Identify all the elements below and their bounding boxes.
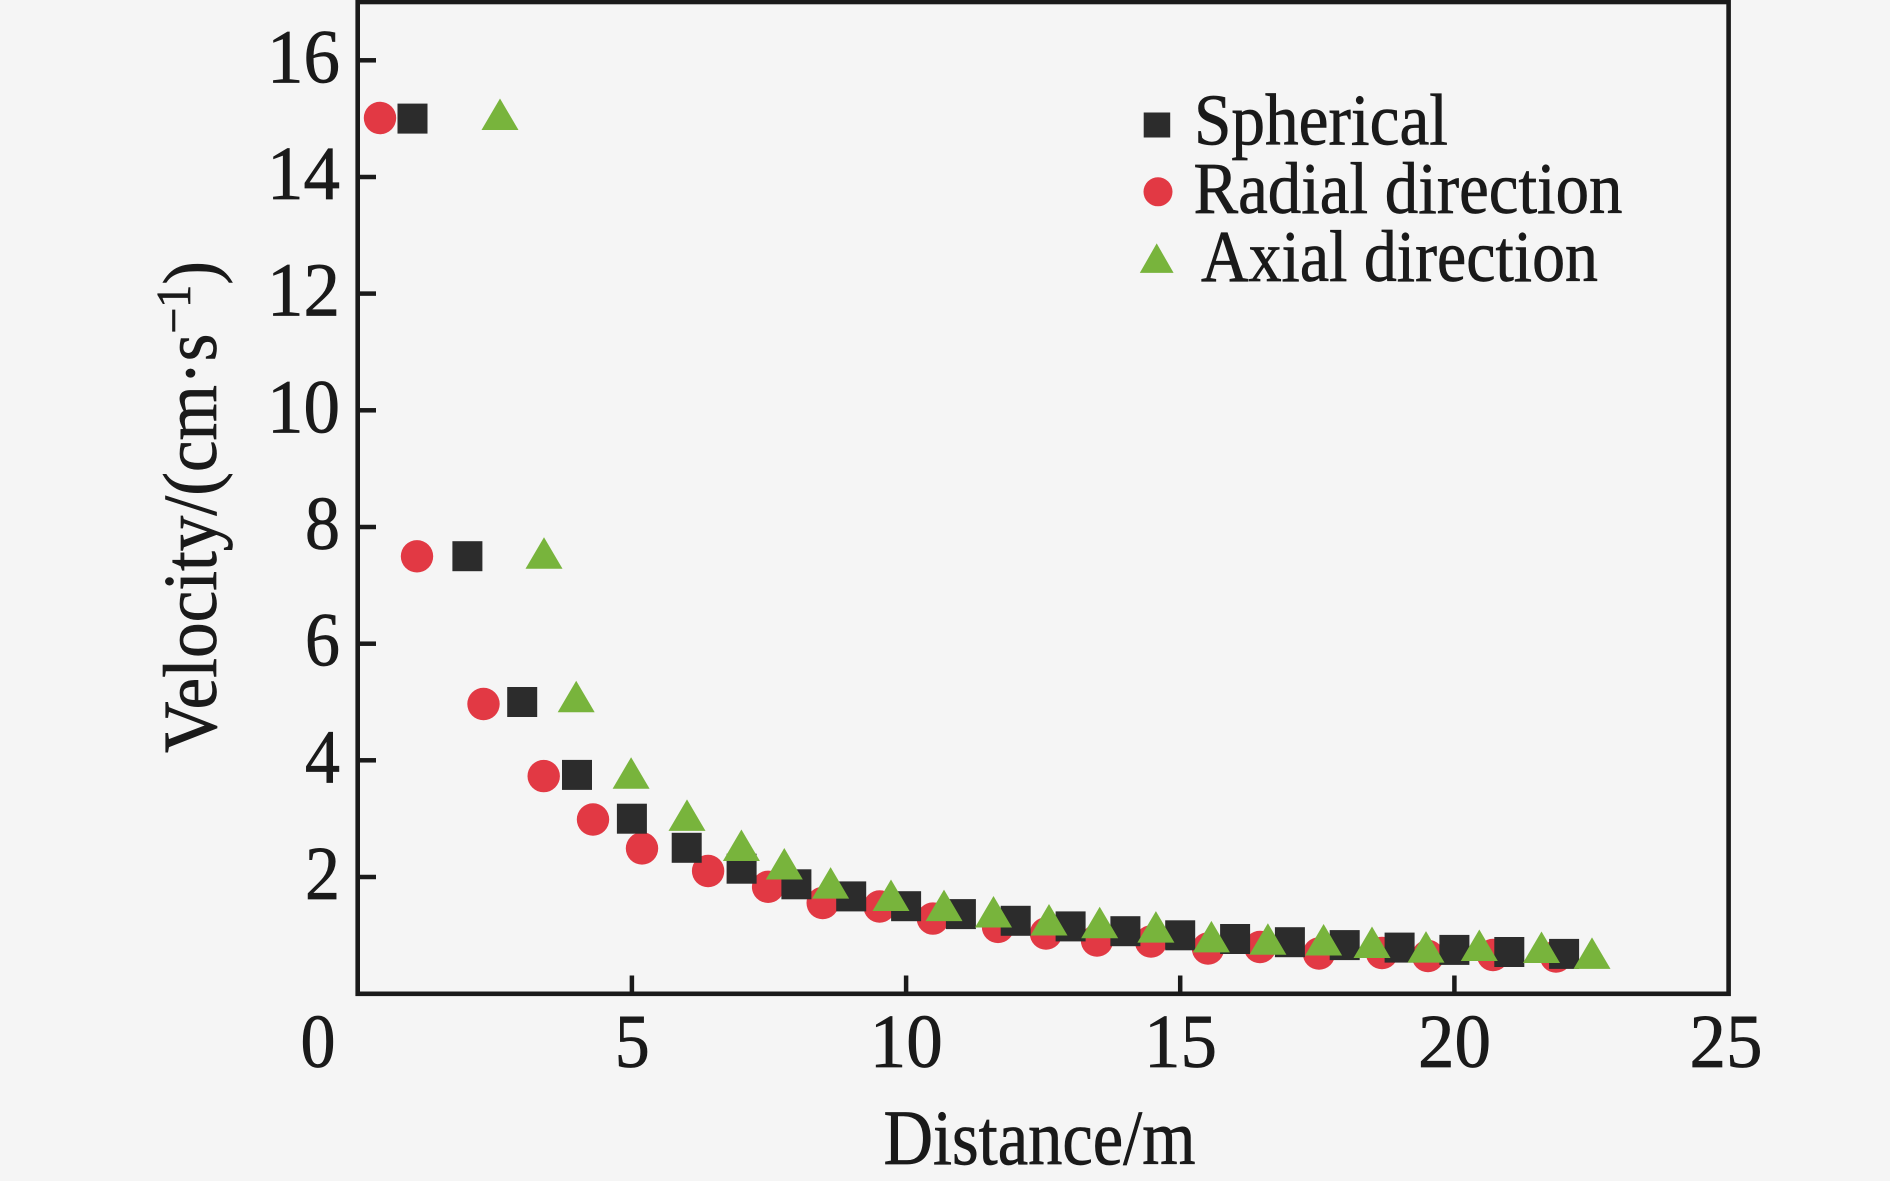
svg-text:Spherical: Spherical (1194, 80, 1448, 161)
svg-text:4: 4 (305, 715, 340, 799)
svg-text:5: 5 (615, 1000, 650, 1084)
svg-text:20: 20 (1418, 1000, 1491, 1084)
svg-text:16: 16 (267, 15, 340, 99)
svg-text:Axial direction: Axial direction (1201, 216, 1598, 297)
svg-text:25: 25 (1690, 1000, 1763, 1084)
svg-text:15: 15 (1144, 1000, 1217, 1084)
svg-text:Velocity/(cm·s−1): Velocity/(cm·s−1) (146, 261, 233, 753)
svg-text:10: 10 (870, 1000, 943, 1084)
svg-text:8: 8 (305, 482, 340, 566)
svg-text:Distance/m: Distance/m (884, 1094, 1196, 1181)
svg-text:10: 10 (267, 365, 340, 449)
svg-text:0: 0 (301, 1000, 336, 1084)
svg-text:2: 2 (305, 832, 340, 916)
svg-text:12: 12 (267, 249, 340, 333)
svg-text:6: 6 (305, 599, 340, 683)
svg-text:Radial direction: Radial direction (1194, 148, 1623, 229)
svg-text:14: 14 (267, 132, 340, 216)
